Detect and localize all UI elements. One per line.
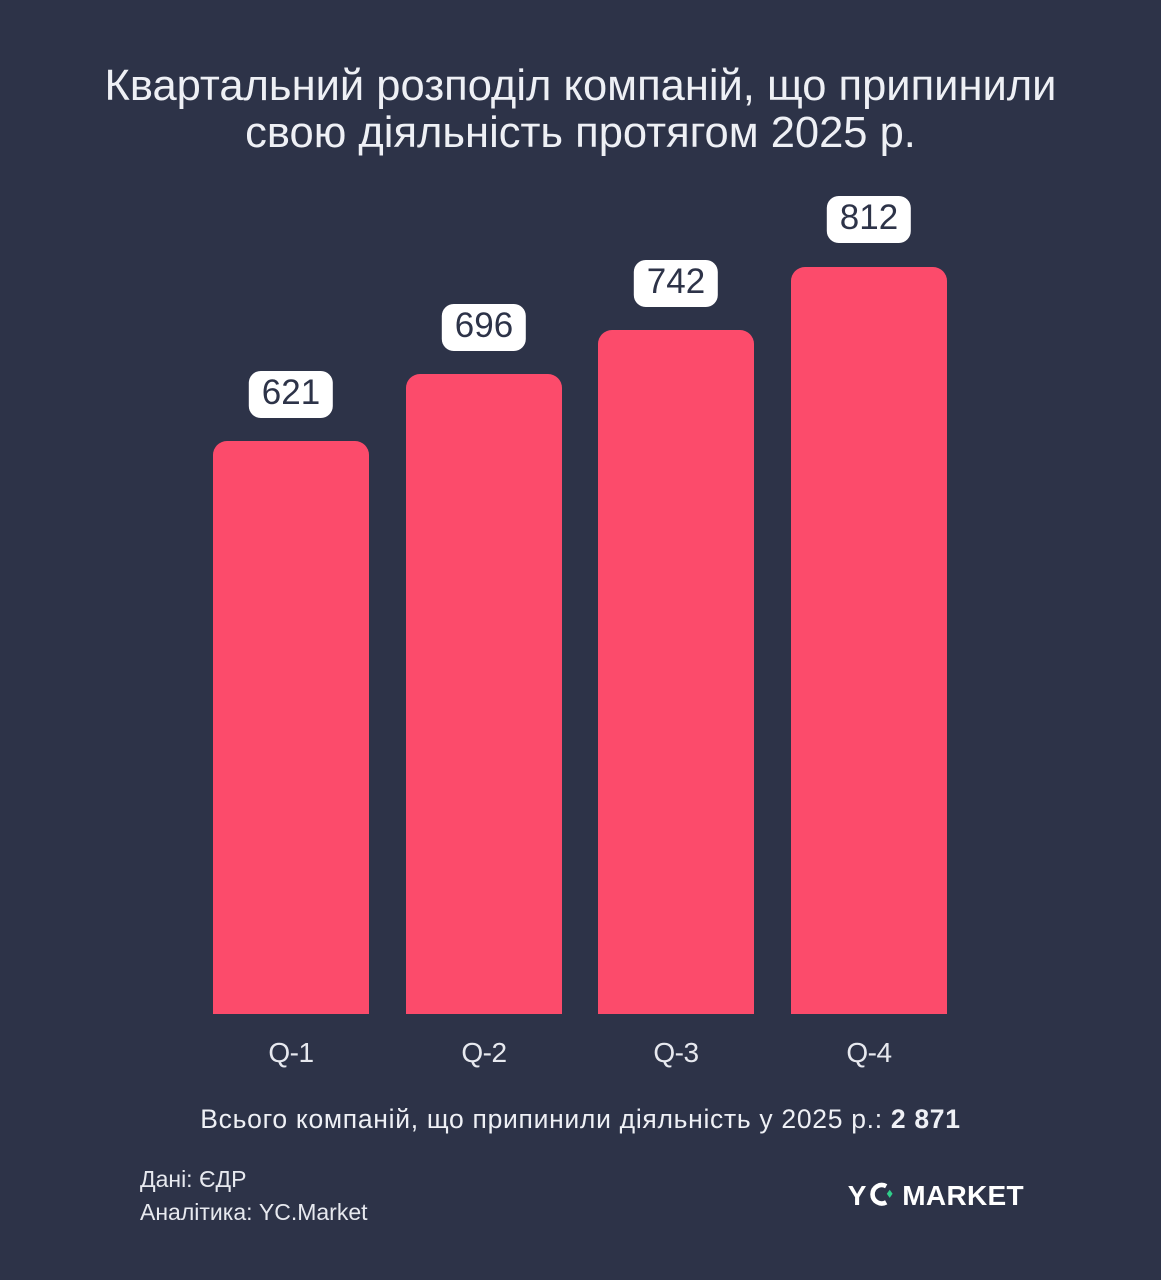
svg-text:MARKET: MARKET xyxy=(902,1180,1024,1210)
svg-text:Y: Y xyxy=(848,1180,867,1210)
